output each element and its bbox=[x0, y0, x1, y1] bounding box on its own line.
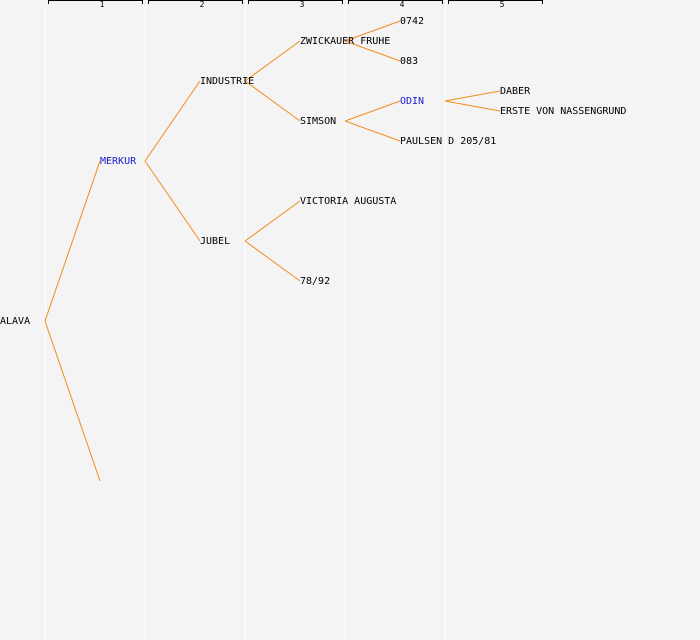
column-divider bbox=[245, 4, 246, 640]
column-divider bbox=[345, 4, 346, 640]
edge-odin-daber bbox=[444, 90, 501, 102]
edge-merkur-jubel bbox=[144, 160, 201, 242]
node-simson[interactable]: SIMSON bbox=[300, 116, 337, 127]
node-paulsen[interactable]: PAULSEN D 205/81 bbox=[400, 136, 497, 147]
node-78-92[interactable]: 78/92 bbox=[300, 276, 331, 287]
generation-ruler-1 bbox=[48, 0, 143, 4]
generation-number: 1 bbox=[99, 0, 105, 9]
generation-number: 2 bbox=[199, 0, 205, 9]
node-victoria-augusta[interactable]: VICTORIA AUGUSTA bbox=[300, 196, 397, 207]
edge-merkur-industrie bbox=[144, 80, 201, 162]
edge-jubel-victoria bbox=[244, 200, 301, 242]
edge-simson-odin bbox=[344, 100, 401, 122]
edge-odin-erste bbox=[444, 100, 501, 112]
node-alava[interactable]: ALAVA bbox=[0, 316, 31, 327]
node-0742[interactable]: 0742 bbox=[400, 16, 425, 27]
edge-alava-merkur bbox=[44, 160, 101, 322]
node-jubel[interactable]: JUBEL bbox=[200, 236, 231, 247]
node-083[interactable]: 083 bbox=[400, 56, 419, 67]
generation-number: 4 bbox=[399, 0, 405, 9]
node-merkur[interactable]: MERKUR bbox=[100, 156, 137, 167]
node-odin[interactable]: ODIN bbox=[400, 96, 425, 107]
node-erste-von-nassengrund[interactable]: ERSTE VON NASSENGRUND bbox=[500, 106, 627, 117]
generation-number: 5 bbox=[499, 0, 505, 9]
edge-industrie-simson bbox=[244, 80, 301, 122]
node-daber[interactable]: DABER bbox=[500, 86, 531, 97]
edge-zwickauer-0742 bbox=[344, 20, 401, 42]
column-divider bbox=[445, 4, 446, 640]
edge-jubel-7892 bbox=[244, 240, 301, 282]
generation-number: 3 bbox=[299, 0, 305, 9]
edge-simson-paulsen bbox=[344, 120, 401, 142]
edge-alava-unknown bbox=[44, 320, 101, 482]
column-divider bbox=[145, 4, 146, 640]
generation-ruler-3 bbox=[248, 0, 343, 4]
generation-ruler-5 bbox=[448, 0, 543, 4]
edge-industrie-zwickauer bbox=[244, 40, 301, 82]
generation-ruler-4 bbox=[348, 0, 443, 4]
node-industrie[interactable]: INDUSTRIE bbox=[200, 76, 255, 87]
edge-zwickauer-083 bbox=[344, 40, 401, 62]
generation-ruler-2 bbox=[148, 0, 243, 4]
node-zwickauer-fruhe[interactable]: ZWICKAUER FRUHE bbox=[300, 36, 391, 47]
